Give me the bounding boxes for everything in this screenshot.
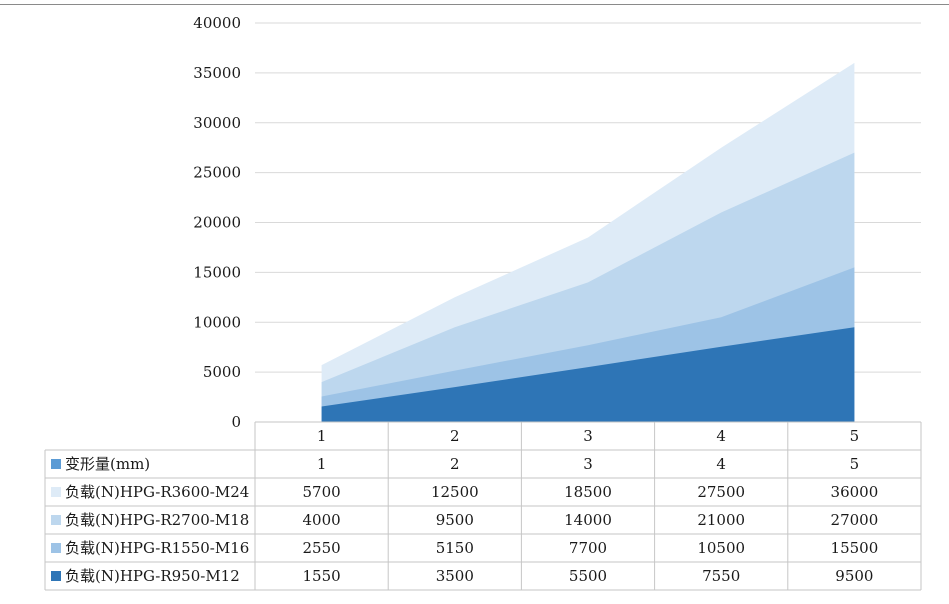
- x-tick-label: 2: [450, 427, 460, 445]
- legend-label: 负载(N)HPG-R950-M12: [65, 567, 240, 585]
- table-cell: 5500: [569, 567, 607, 585]
- table-cell: 3: [583, 455, 593, 473]
- legend-key: [51, 515, 61, 525]
- table-cell: 21000: [697, 511, 745, 529]
- area-series-group: [321, 62, 855, 423]
- x-tick-label: 1: [317, 427, 327, 445]
- legend-label: 变形量(mm): [65, 455, 150, 473]
- y-tick-label: 5000: [203, 363, 241, 381]
- legend-label: 负载(N)HPG-R2700-M18: [65, 511, 249, 529]
- legend-label: 负载(N)HPG-R3600-M24: [65, 483, 249, 501]
- table-cell: 3500: [436, 567, 474, 585]
- y-tick-label: 15000: [193, 263, 241, 281]
- x-tick-label: 5: [850, 427, 860, 445]
- table-cell: 4000: [303, 511, 341, 529]
- legend-key: [51, 459, 61, 469]
- legend-label: 负载(N)HPG-R1550-M16: [65, 539, 249, 557]
- legend-key: [51, 543, 61, 553]
- table-cell: 12500: [431, 483, 479, 501]
- table-cell: 27000: [831, 511, 879, 529]
- y-axis: 0 5000 10000 15000 20000 25000 30000 35000 40000: [193, 14, 241, 431]
- y-tick-label: 30000: [193, 114, 241, 132]
- table-cell: 27500: [697, 483, 745, 501]
- y-tick-label: 0: [231, 413, 241, 431]
- area-series: [321, 327, 855, 422]
- table-cell: 18500: [564, 483, 612, 501]
- table-cell: 5: [850, 455, 860, 473]
- y-tick-label: 25000: [193, 164, 241, 182]
- y-tick-label: 20000: [193, 214, 241, 232]
- table-cell: 2: [450, 455, 460, 473]
- table-cell: 4: [716, 455, 726, 473]
- table-cell: 14000: [564, 511, 612, 529]
- x-tick-label: 4: [716, 427, 726, 445]
- data-table: 1 2 3 4 5 变形量(mm) 1 2 3 4 5 负载(N)HPG-R3600-M24 5700 1…: [44, 421, 922, 591]
- y-tick-label: 10000: [193, 313, 241, 331]
- table-cell: 36000: [831, 483, 879, 501]
- table-cell: 5700: [303, 483, 341, 501]
- table-cell: 9500: [835, 567, 873, 585]
- table-cell: 1550: [303, 567, 341, 585]
- y-tick-label: 35000: [193, 64, 241, 82]
- table-cell: 7550: [702, 567, 740, 585]
- table-cell: 5150: [436, 539, 474, 557]
- table-cell: 9500: [436, 511, 474, 529]
- y-tick-label: 40000: [193, 14, 241, 32]
- legend-key: [51, 487, 61, 497]
- x-tick-label: 3: [583, 427, 593, 445]
- table-cell: 7700: [569, 539, 607, 557]
- table-cell: 10500: [697, 539, 745, 557]
- table-cell: 1: [317, 455, 327, 473]
- legend-key: [51, 571, 61, 581]
- table-cell: 2550: [303, 539, 341, 557]
- table-cell: 15500: [831, 539, 879, 557]
